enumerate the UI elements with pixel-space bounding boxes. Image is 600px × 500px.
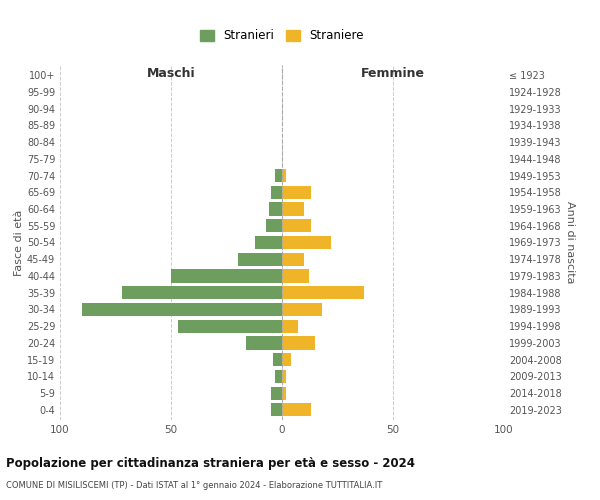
Bar	[282, 286, 364, 300]
Bar	[271, 386, 282, 400]
Bar	[282, 202, 304, 215]
Bar	[122, 286, 282, 300]
Bar	[238, 252, 282, 266]
Bar	[282, 219, 311, 232]
Bar	[256, 236, 282, 249]
Y-axis label: Anni di nascita: Anni di nascita	[565, 201, 575, 284]
Bar	[82, 303, 282, 316]
Text: Popolazione per cittadinanza straniera per età e sesso - 2024: Popolazione per cittadinanza straniera p…	[6, 458, 415, 470]
Text: Femmine: Femmine	[361, 66, 425, 80]
Bar	[282, 353, 291, 366]
Text: Maschi: Maschi	[146, 66, 196, 80]
Bar	[282, 186, 311, 199]
Bar	[178, 320, 282, 333]
Bar	[282, 320, 298, 333]
Bar	[282, 303, 322, 316]
Bar	[282, 169, 286, 182]
Legend: Stranieri, Straniere: Stranieri, Straniere	[195, 25, 369, 47]
Bar	[282, 370, 286, 383]
Bar	[247, 336, 282, 349]
Bar	[282, 252, 304, 266]
Bar	[282, 336, 316, 349]
Bar	[271, 404, 282, 416]
Bar	[171, 270, 282, 282]
Bar	[269, 202, 282, 215]
Y-axis label: Fasce di età: Fasce di età	[14, 210, 24, 276]
Bar	[271, 186, 282, 199]
Bar	[282, 270, 308, 282]
Bar	[275, 169, 282, 182]
Bar	[282, 386, 286, 400]
Bar	[275, 370, 282, 383]
Bar	[282, 236, 331, 249]
Bar	[273, 353, 282, 366]
Bar	[282, 404, 311, 416]
Text: COMUNE DI MISILISCEMI (TP) - Dati ISTAT al 1° gennaio 2024 - Elaborazione TUTTIT: COMUNE DI MISILISCEMI (TP) - Dati ISTAT …	[6, 481, 382, 490]
Bar	[266, 219, 282, 232]
